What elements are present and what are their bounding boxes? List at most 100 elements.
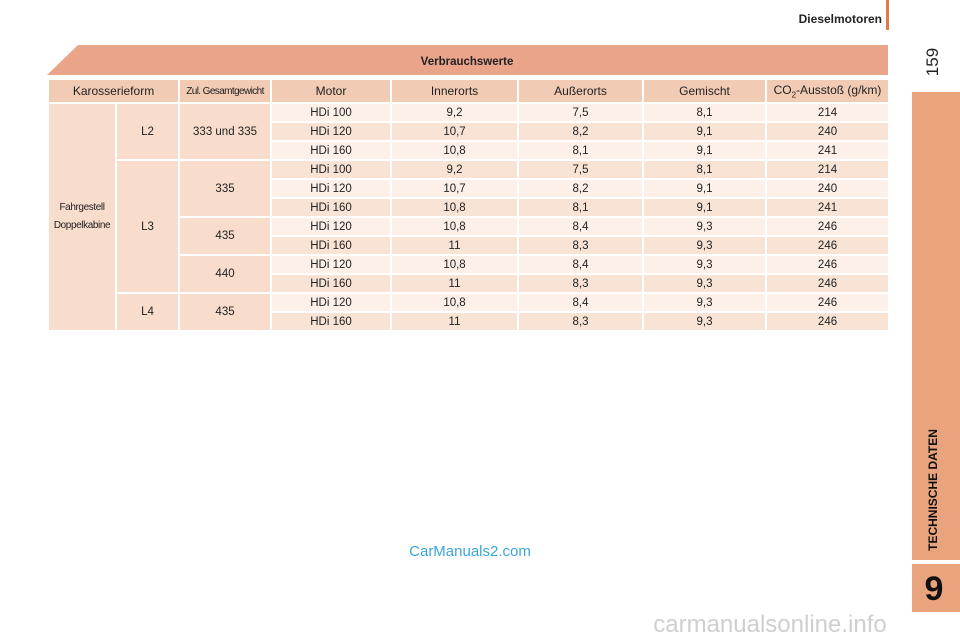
cell: HDi 120 bbox=[270, 121, 393, 142]
cell: 10,8 bbox=[390, 254, 520, 275]
cell: 214 bbox=[765, 159, 891, 180]
cell: 7,5 bbox=[517, 159, 645, 180]
cell: 241 bbox=[765, 140, 891, 161]
data-row: Fahrgestell Doppelkabine L2 333 und 335 HDi … bbox=[47, 102, 891, 332]
cell: 240 bbox=[765, 178, 891, 199]
cell: 8,4 bbox=[517, 216, 645, 237]
cell: 9,3 bbox=[642, 273, 768, 294]
cell: HDi 100 bbox=[270, 159, 393, 180]
length: L4 bbox=[114, 292, 181, 332]
column-header: Außerorts bbox=[517, 78, 645, 104]
watermark: carmanualsonline.info bbox=[653, 611, 886, 638]
cell: 8,2 bbox=[517, 178, 645, 199]
cell: 246 bbox=[765, 273, 891, 294]
cell: HDi 120 bbox=[270, 178, 393, 199]
cell: 8,3 bbox=[517, 311, 645, 332]
cell: 8,1 bbox=[642, 102, 768, 123]
chapter-number: 9 bbox=[925, 570, 944, 608]
cell: 11 bbox=[390, 235, 520, 256]
cell: 11 bbox=[390, 273, 520, 294]
cell: 10,7 bbox=[390, 178, 520, 199]
body-type: Fahrgestell Doppelkabine bbox=[47, 102, 117, 332]
column-header: Motor bbox=[270, 78, 393, 104]
cell: 9,1 bbox=[642, 178, 768, 199]
cell: 246 bbox=[765, 311, 891, 332]
cell: 9,1 bbox=[642, 197, 768, 218]
body-line: Fahrgestell bbox=[59, 202, 105, 213]
cell: 8,4 bbox=[517, 292, 645, 313]
cell: HDi 160 bbox=[270, 140, 393, 161]
cell: 8,1 bbox=[517, 140, 645, 161]
table-title: Verbrauchswerte bbox=[421, 56, 514, 68]
cell: 7,5 bbox=[517, 102, 645, 123]
cell: 10,8 bbox=[390, 292, 520, 313]
cell: HDi 120 bbox=[270, 216, 393, 237]
cell: 246 bbox=[765, 216, 891, 237]
cell: 9,3 bbox=[642, 235, 768, 256]
cell: 9,3 bbox=[642, 292, 768, 313]
weight: 435 bbox=[178, 216, 273, 256]
data-row: L4 435 HDi 120 10,8 8,4 9,3 246 bbox=[48, 292, 891, 332]
cell: 8,3 bbox=[517, 273, 645, 294]
cell: 9,1 bbox=[642, 121, 768, 142]
co2-rest: -Ausstoß (g/km) bbox=[796, 82, 882, 97]
column-header: CO2-Ausstoß (g/km) bbox=[765, 78, 891, 104]
length: L2 bbox=[114, 102, 181, 161]
cell: 9,2 bbox=[390, 102, 520, 123]
cell: 9,3 bbox=[642, 254, 768, 275]
cell: 8,1 bbox=[517, 197, 645, 218]
column-header: Zul. Gesamtgewicht bbox=[178, 78, 273, 104]
watermark: CarManuals2.com bbox=[409, 543, 531, 560]
cell: 8,2 bbox=[517, 121, 645, 142]
cell: 8,1 bbox=[642, 159, 768, 180]
cell: HDi 100 bbox=[270, 102, 393, 123]
data-row: 440 HDi 120 10,8 8,4 9,3 246 bbox=[48, 254, 891, 294]
cell: HDi 120 bbox=[270, 292, 393, 313]
chapter-box bbox=[912, 564, 960, 612]
length: L3 bbox=[114, 159, 181, 294]
co2-main: CO bbox=[773, 82, 792, 97]
weight: 335 bbox=[178, 159, 273, 218]
weight: 440 bbox=[178, 254, 273, 294]
body-line: Doppelkabine bbox=[53, 220, 111, 231]
cell: 9,3 bbox=[642, 311, 768, 332]
data-row: 435 HDi 120 10,8 8,4 9,3 246 bbox=[48, 216, 891, 256]
header-title: Dieselmotoren bbox=[799, 12, 882, 26]
cell: 241 bbox=[765, 197, 891, 218]
cell: 8,4 bbox=[517, 254, 645, 275]
consumption-table: Karosserieform Zul. Gesamtgewicht Motor Inn… bbox=[46, 78, 891, 332]
page-number: 159 bbox=[923, 48, 942, 76]
cell: 10,7 bbox=[390, 121, 520, 142]
cell: 214 bbox=[765, 102, 891, 123]
section-label: TECHNISCHE DATEN bbox=[926, 429, 940, 551]
cell: HDi 160 bbox=[270, 311, 393, 332]
cell: HDi 160 bbox=[270, 273, 393, 294]
cell: 9,3 bbox=[642, 216, 768, 237]
cell: 246 bbox=[765, 292, 891, 313]
cell: HDi 160 bbox=[270, 197, 393, 218]
cell: 10,8 bbox=[390, 140, 520, 161]
header-row: Karosserieform Zul. Gesamtgewicht Motor Inn… bbox=[46, 78, 891, 104]
header-rule bbox=[886, 0, 889, 30]
data-row: L3 335 HDi 100 9,2 7,5 8,1 214 bbox=[48, 159, 891, 294]
table-title-bar bbox=[47, 45, 888, 75]
column-header: Gemischt bbox=[642, 78, 768, 104]
column-header: Karosserieform bbox=[46, 78, 181, 104]
cell: 240 bbox=[765, 121, 891, 142]
cell: 9,2 bbox=[390, 159, 520, 180]
sidebar bbox=[912, 92, 960, 560]
column-header: Innerorts bbox=[390, 78, 520, 104]
cell: 11 bbox=[390, 311, 520, 332]
cell: 246 bbox=[765, 235, 891, 256]
cell: 8,3 bbox=[517, 235, 645, 256]
cell: 10,8 bbox=[390, 197, 520, 218]
cell: 10,8 bbox=[390, 216, 520, 237]
cell: HDi 160 bbox=[270, 235, 393, 256]
cell: 9,1 bbox=[642, 140, 768, 161]
co2-sub: 2 bbox=[791, 90, 797, 100]
weight: 333 und 335 bbox=[178, 102, 273, 161]
cell: HDi 120 bbox=[270, 254, 393, 275]
cell: 246 bbox=[765, 254, 891, 275]
